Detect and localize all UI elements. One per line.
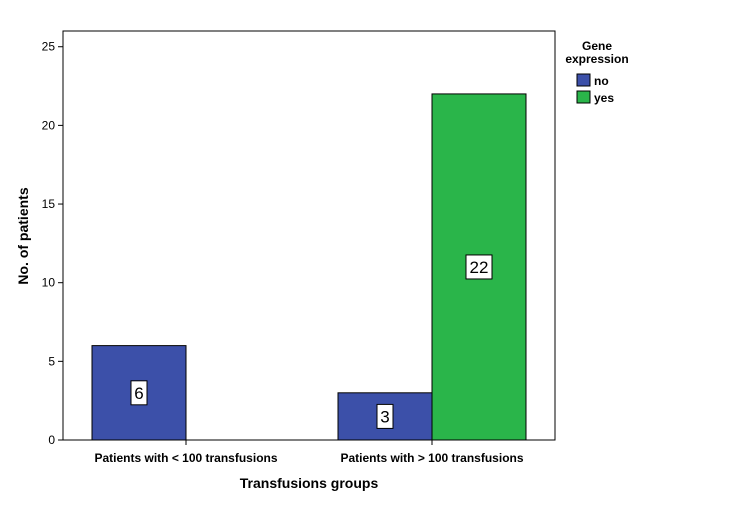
bars: 6 3 22 (91, 93, 527, 441)
data-label-box (376, 403, 394, 429)
x-axis-categories: Patients with < 100 transfusions Patients… (94, 440, 524, 465)
y-tick-label: 0 (48, 433, 55, 447)
x-tick-label: Patients with < 100 transfusions (94, 451, 277, 465)
data-label-box (465, 254, 493, 280)
data-label-box (130, 380, 148, 406)
legend: Gene expression no yes (565, 39, 628, 105)
y-axis: 0 5 10 15 20 25 (42, 40, 63, 447)
y-tick-label: 20 (42, 118, 56, 132)
legend-title-line2: expression (565, 52, 628, 66)
data-label: 6 (134, 384, 143, 403)
y-tick-label: 15 (42, 197, 56, 211)
legend-label-yes: yes (594, 91, 614, 105)
x-axis-title: Transfusions groups (240, 475, 379, 491)
legend-swatch-no (576, 73, 591, 87)
data-label: 22 (470, 258, 489, 277)
y-tick-label: 10 (42, 276, 56, 290)
data-label: 3 (380, 407, 389, 426)
legend-title-line1: Gene (582, 39, 612, 53)
y-axis-title: No. of patients (15, 187, 31, 284)
y-tick-label: 5 (48, 354, 55, 368)
legend-swatch-yes (576, 90, 591, 104)
x-tick-label: Patients with > 100 transfusions (340, 451, 523, 465)
legend-label-no: no (594, 74, 609, 88)
y-tick-label: 25 (42, 40, 56, 54)
